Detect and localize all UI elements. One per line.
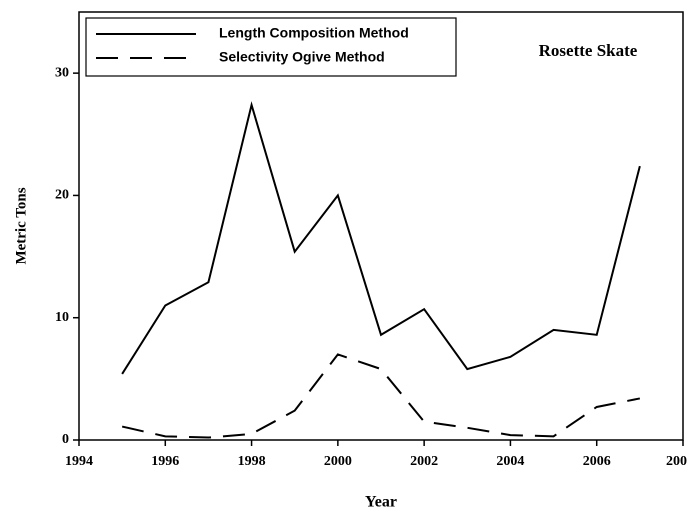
y-axis-label: Metric Tons	[13, 187, 29, 264]
x-tick-label: 200	[666, 454, 687, 469]
x-tick-label: 2004	[496, 454, 524, 469]
x-axis-label: Year	[365, 494, 397, 511]
y-tick-label: 30	[55, 65, 69, 80]
x-tick-label: 1996	[151, 454, 179, 469]
legend-label: Selectivity Ogive Method	[219, 49, 385, 65]
y-tick-label: 20	[55, 188, 69, 203]
legend-box	[85, 17, 457, 77]
y-tick-label: 0	[62, 432, 69, 447]
annotation: Rosette Skate	[539, 41, 638, 60]
series-line	[121, 353, 641, 439]
x-tick-label: 2000	[324, 454, 352, 469]
x-tick-label: 1994	[65, 454, 93, 469]
series-line	[121, 101, 641, 375]
y-tick-label: 10	[55, 310, 69, 325]
legend-label: Length Composition Method	[219, 25, 409, 41]
plot-frame	[78, 11, 684, 441]
x-tick-label: 2006	[583, 454, 611, 469]
x-tick-label: 1998	[238, 454, 266, 469]
x-tick-label: 2002	[410, 454, 438, 469]
